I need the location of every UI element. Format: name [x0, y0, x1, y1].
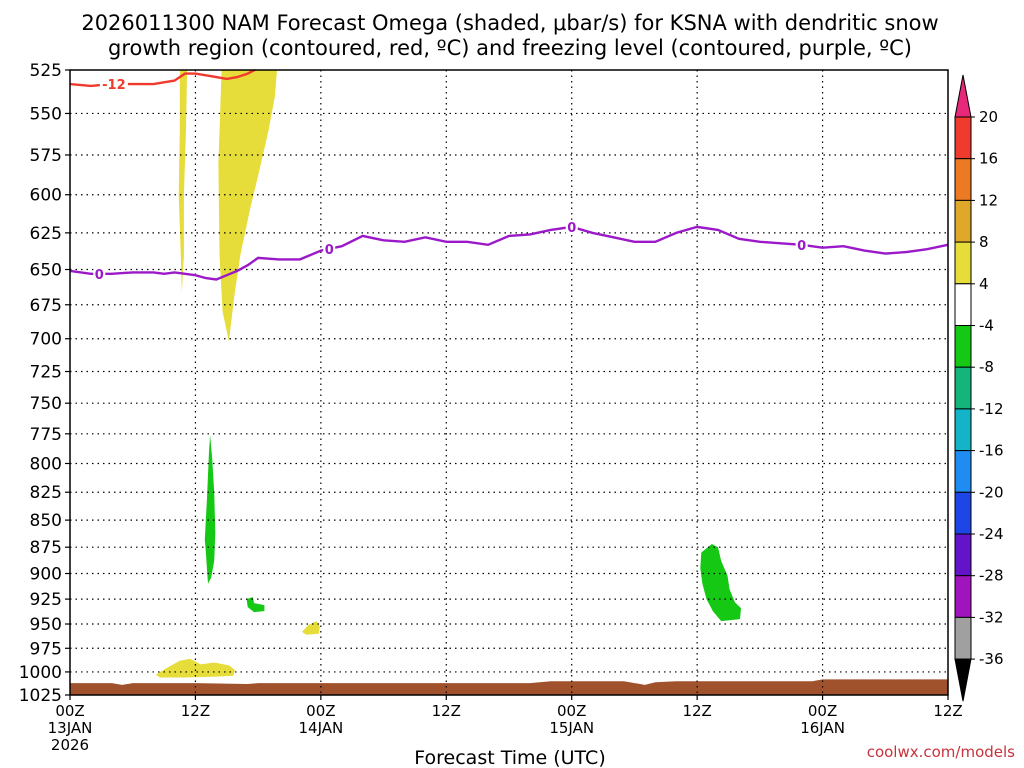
x-tick-date-0: 13JAN — [48, 719, 93, 737]
y-tick-label-550: 550 — [30, 104, 62, 124]
y-tick-label-750: 750 — [30, 394, 62, 414]
colorbar-bottom-arrow — [954, 658, 972, 702]
freezing-level-contour-line — [70, 225, 948, 281]
x-tick-label-4: 00Z — [557, 702, 586, 720]
colorbar-box-2 — [954, 158, 972, 201]
freezing-level-contour-label-2: 0 — [567, 221, 576, 236]
colorbar-top-arrow — [954, 74, 972, 118]
x-tick-label-7: 12Z — [933, 702, 962, 720]
x-tick-label-5: 12Z — [682, 702, 711, 720]
y-tick-label-975: 975 — [30, 639, 62, 659]
colorbar: 20 16 12 8 4 -4 -8 -12 -16 -20 -24 -28 -32 -36 — [954, 74, 1004, 702]
colorbar-box-11 — [954, 533, 972, 577]
dgz-minus12-contour-label-0: -12 — [102, 78, 126, 93]
colorbar-label-12: -32 — [979, 608, 1004, 626]
y-tick-label-925: 925 — [30, 590, 62, 610]
y-tick-label-950: 950 — [30, 615, 62, 635]
y-tick-label-575: 575 — [30, 146, 62, 166]
colorbar-box-1 — [954, 116, 972, 160]
plot-border — [69, 69, 949, 696]
x-tick-date-6: 16JAN — [800, 719, 845, 737]
colorbar-label-7: -12 — [979, 400, 1004, 418]
credit-text: coolwx.com/models — [867, 743, 1015, 761]
y-tick-label-775: 775 — [30, 425, 62, 445]
y-tick-label-1025: 1025 — [19, 686, 62, 706]
freezing-level-contour-label-bg-1 — [323, 241, 336, 256]
x-tick-date-4: 15JAN — [549, 719, 594, 737]
chart-subtitle: growth region (contoured, red, ºC) and f… — [108, 36, 912, 60]
x-tick-year-0: 2026 — [51, 736, 89, 754]
y-tick-label-850: 850 — [30, 511, 62, 531]
freezing-level-contour-label-bg-0 — [93, 266, 106, 281]
colorbar-box-10 — [954, 491, 972, 535]
freezing-level-contour-label-0: 0 — [95, 268, 104, 283]
colorbar-box-5 — [954, 283, 972, 326]
omega-region-3 — [155, 658, 236, 678]
colorbar-label-11: -28 — [979, 567, 1004, 585]
colorbar-label-10: -24 — [979, 525, 1004, 543]
colorbar-box-8 — [954, 408, 972, 452]
colorbar-box-13 — [954, 616, 972, 660]
y-tick-label-800: 800 — [30, 454, 62, 474]
x-tick-label-0: 00Z — [55, 702, 84, 720]
y-tick-label-600: 600 — [30, 186, 62, 206]
colorbar-box-3 — [954, 199, 972, 243]
y-tick-label-875: 875 — [30, 538, 62, 558]
colorbar-label-8: -16 — [979, 442, 1004, 460]
colorbar-box-9 — [954, 450, 972, 493]
freezing-level-contour-label-1: 0 — [325, 243, 334, 258]
colorbar-box-4 — [954, 241, 972, 285]
y-axis-ticks: 525 550 575 600 625 650 675 700 725 750 775 800 825 8… — [19, 61, 70, 706]
x-axis-title: Forecast Time (UTC) — [414, 747, 605, 768]
chart-title: 2026011300 NAM Forecast Omega (shaded, μ… — [81, 11, 938, 35]
y-tick-label-675: 675 — [30, 296, 62, 316]
plot-frame — [69, 69, 949, 696]
omega-region-4 — [302, 621, 320, 635]
colorbar-label-1: 16 — [979, 150, 998, 168]
y-tick-label-725: 725 — [30, 363, 62, 383]
y-tick-label-625: 625 — [30, 224, 62, 244]
x-tick-label-3: 12Z — [432, 702, 461, 720]
freezing-level-contour-label-bg-2 — [565, 219, 578, 234]
colorbar-label-4: 4 — [979, 275, 989, 293]
x-tick-label-2: 00Z — [306, 702, 335, 720]
colorbar-label-0: 20 — [979, 108, 998, 126]
grid-lines — [70, 70, 948, 695]
y-tick-label-1000: 1000 — [19, 663, 62, 683]
omega-region-6 — [246, 597, 265, 613]
y-tick-label-650: 650 — [30, 261, 62, 281]
omega-region-1 — [178, 70, 188, 293]
colorbar-label-5: -4 — [979, 317, 994, 335]
colorbar-label-3: 8 — [979, 233, 989, 251]
y-tick-label-825: 825 — [30, 483, 62, 503]
colorbar-box-12 — [954, 575, 972, 618]
colorbar-label-2: 12 — [979, 191, 998, 209]
freezing-level-contour-label-3: 0 — [797, 239, 806, 254]
colorbar-label-13: -36 — [979, 650, 1004, 668]
terrain-fill — [70, 679, 948, 695]
dgz-minus12-contour-label-bg-0 — [99, 77, 128, 92]
plot-area — [70, 70, 948, 695]
colorbar-label-9: -20 — [979, 483, 1004, 501]
colorbar-box-7 — [954, 366, 972, 410]
omega-region-7 — [700, 544, 741, 622]
colorbar-box-6 — [954, 325, 972, 368]
omega-region-2 — [218, 70, 277, 342]
x-tick-label-6: 00Z — [808, 702, 837, 720]
colorbar-label-6: -8 — [979, 358, 994, 376]
contour-lines: 0 0 0 0 -12 — [70, 70, 948, 283]
x-tick-label-1: 12Z — [181, 702, 210, 720]
y-tick-label-900: 900 — [30, 565, 62, 585]
freezing-level-contour-label-bg-3 — [795, 237, 808, 252]
y-tick-label-525: 525 — [30, 61, 62, 81]
omega-region-5 — [204, 435, 216, 584]
y-tick-label-700: 700 — [30, 330, 62, 350]
x-tick-date-2: 14JAN — [298, 719, 343, 737]
